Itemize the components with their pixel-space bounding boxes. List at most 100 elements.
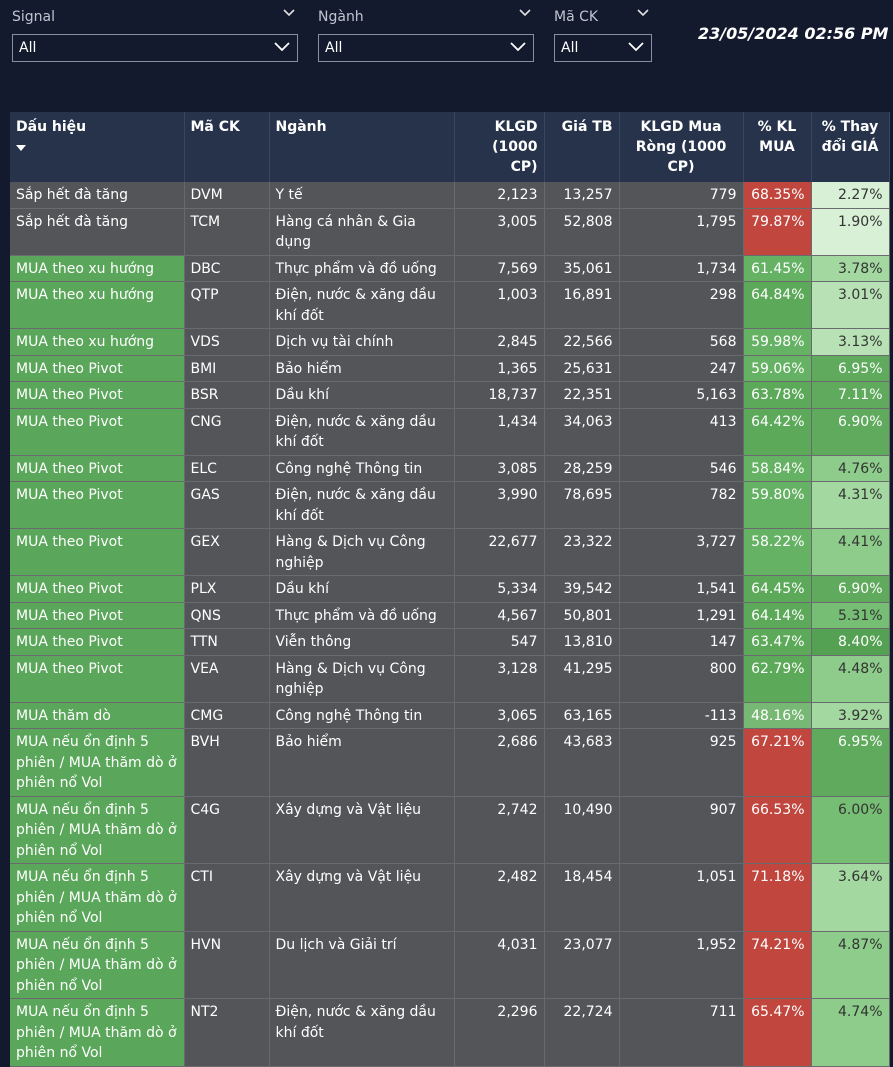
table-row[interactable]: MUA thăm dò CMG Công nghệ Thông tin 3,065 63… (10, 702, 890, 729)
cell-code: TCM (184, 208, 270, 256)
cell-volume: 3,005 (454, 208, 545, 256)
table-row[interactable]: MUA nếu ổn định 5 phiên / MUA thăm dò ở … (10, 863, 890, 932)
table-row[interactable]: MUA theo Pivot TTN Viễn thông 547 13,810 147 6… (10, 628, 890, 656)
cell-price-change: 6.95% (811, 728, 890, 797)
table-row[interactable]: MUA theo Pivot GEX Hàng & Dịch vụ Công ngh… (10, 528, 890, 576)
cell-avg-price: 78,695 (544, 481, 620, 529)
cell-sector: Du lịch và Giải trí (269, 931, 455, 999)
table-row[interactable]: MUA theo Pivot BSR Dầu khí 18,737 22,351 5,16… (10, 381, 890, 409)
cell-code: NT2 (184, 998, 270, 1067)
filter-sector: Ngành All (318, 6, 534, 62)
cell-avg-price: 23,077 (544, 931, 620, 999)
cell-code: QTP (184, 281, 270, 329)
cell-avg-price: 25,631 (544, 355, 620, 382)
cell-code: VDS (184, 328, 270, 356)
cell-price-change: 4.48% (811, 655, 890, 703)
table-row[interactable]: MUA theo Pivot GAS Điện, nước & xăng dầu k… (10, 481, 890, 529)
table-row[interactable]: MUA theo Pivot PLX Dầu khí 5,334 39,542 1,541… (10, 575, 890, 603)
signal-dropdown[interactable]: All (12, 34, 298, 62)
cell-buy-pct: 64.84% (743, 281, 812, 329)
cell-code: TTN (184, 628, 270, 656)
table-row[interactable]: MUA theo Pivot VEA Hàng & Dịch vụ Công ngh… (10, 655, 890, 703)
cell-buy-pct: 58.22% (743, 528, 812, 576)
sector-dropdown[interactable]: All (318, 34, 534, 62)
cell-signal: MUA theo Pivot (10, 655, 185, 703)
cell-sector: Hàng & Dịch vụ Công nghiệp (269, 528, 455, 576)
col-header-sector[interactable]: Ngành (269, 112, 455, 182)
table-row[interactable]: MUA theo xu hướng QTP Điện, nước & xăng dầ… (10, 281, 890, 329)
filter-sector-label-text: Ngành (318, 9, 364, 25)
col-header-code[interactable]: Mã CK (184, 112, 270, 182)
cell-code: DVM (184, 182, 270, 209)
table-header-row: Dấu hiệu Mã CK Ngành KLGD (1000 CP) Giá … (10, 112, 890, 182)
cell-volume: 18,737 (454, 381, 545, 409)
filter-signal-label-text: Signal (12, 9, 56, 25)
table-row[interactable]: MUA theo xu hướng DBC Thực phẩm và đồ uống… (10, 255, 890, 282)
cell-buy-pct: 61.45% (743, 255, 812, 282)
cell-price-change: 3.01% (811, 281, 890, 329)
cell-net-buy: 1,734 (619, 255, 744, 282)
cell-volume: 3,990 (454, 481, 545, 529)
chevron-down-icon[interactable] (282, 8, 296, 18)
table-row[interactable]: MUA theo Pivot ELC Công nghệ Thông tin 3,08… (10, 455, 890, 482)
table-row[interactable]: MUA theo Pivot BMI Bảo hiểm 1,365 25,631 247 5… (10, 355, 890, 382)
cell-avg-price: 50,801 (544, 602, 620, 629)
cell-avg-price: 22,566 (544, 328, 620, 356)
col-header-signal[interactable]: Dấu hiệu (10, 112, 185, 182)
cell-price-change: 6.90% (811, 408, 890, 456)
cell-buy-pct: 71.18% (743, 863, 812, 932)
sort-desc-icon[interactable] (16, 145, 26, 151)
cell-buy-pct: 79.87% (743, 208, 812, 256)
cell-volume: 1,434 (454, 408, 545, 456)
cell-signal: Sắp hết đà tăng (10, 208, 185, 256)
table-row[interactable]: Sắp hết đà tăng TCM Hàng cá nhân & Gia dụn… (10, 208, 890, 256)
cell-code: BMI (184, 355, 270, 382)
cell-signal: MUA theo Pivot (10, 455, 185, 482)
cell-price-change: 4.31% (811, 481, 890, 529)
cell-net-buy: 1,952 (619, 931, 744, 999)
cell-avg-price: 39,542 (544, 575, 620, 603)
cell-signal: MUA nếu ổn định 5 phiên / MUA thăm dò ở … (10, 998, 185, 1067)
col-header-volume[interactable]: KLGD (1000 CP) (454, 112, 545, 182)
filter-code-label: Mã CK (554, 6, 652, 28)
cell-price-change: 6.95% (811, 355, 890, 382)
cell-sector: Điện, nước & xăng dầu khí đốt (269, 281, 455, 329)
cell-net-buy: 568 (619, 328, 744, 356)
table-row[interactable]: MUA theo Pivot QNS Thực phẩm và đồ uống 4,5… (10, 602, 890, 629)
chevron-down-icon (510, 42, 526, 52)
col-header-avg-price[interactable]: Giá TB (544, 112, 620, 182)
table-row[interactable]: Sắp hết đà tăng DVM Y tế 2,123 13,257 779 68.3… (10, 182, 890, 209)
cell-code: BVH (184, 728, 270, 797)
chevron-down-icon[interactable] (636, 8, 650, 18)
table-row[interactable]: MUA theo Pivot CNG Điện, nước & xăng dầu k… (10, 408, 890, 456)
cell-signal: MUA theo xu hướng (10, 255, 185, 282)
chevron-down-icon[interactable] (518, 8, 532, 18)
table-row[interactable]: MUA nếu ổn định 5 phiên / MUA thăm dò ở … (10, 796, 890, 864)
cell-price-change: 6.90% (811, 575, 890, 603)
cell-net-buy: 1,051 (619, 863, 744, 932)
cell-volume: 22,677 (454, 528, 545, 576)
cell-signal: MUA nếu ổn định 5 phiên / MUA thăm dò ở … (10, 796, 185, 864)
cell-net-buy: 779 (619, 182, 744, 209)
col-header-price-change[interactable]: % Thay đổi GIÁ (811, 112, 890, 182)
cell-signal: MUA thăm dò (10, 702, 185, 729)
cell-buy-pct: 74.21% (743, 931, 812, 999)
cell-sector: Xây dựng và Vật liệu (269, 796, 455, 864)
cell-avg-price: 18,454 (544, 863, 620, 932)
cell-sector: Công nghệ Thông tin (269, 455, 455, 482)
cell-buy-pct: 68.35% (743, 182, 812, 209)
table-row[interactable]: MUA theo xu hướng VDS Dịch vụ tài chính 2,8… (10, 328, 890, 356)
chevron-down-icon (274, 42, 290, 52)
table-row[interactable]: MUA nếu ổn định 5 phiên / MUA thăm dò ở … (10, 931, 890, 999)
table-row[interactable]: MUA nếu ổn định 5 phiên / MUA thăm dò ở … (10, 728, 890, 797)
col-header-net-buy[interactable]: KLGD Mua Ròng (1000 CP) (619, 112, 744, 182)
cell-avg-price: 63,165 (544, 702, 620, 729)
col-header-buy-pct[interactable]: % KL MUA (743, 112, 812, 182)
cell-net-buy: 782 (619, 481, 744, 529)
cell-code: CMG (184, 702, 270, 729)
code-dropdown[interactable]: All (554, 34, 652, 62)
cell-buy-pct: 64.45% (743, 575, 812, 603)
cell-signal: Sắp hết đà tăng (10, 182, 185, 209)
cell-sector: Thực phẩm và đồ uống (269, 255, 455, 282)
table-row[interactable]: MUA nếu ổn định 5 phiên / MUA thăm dò ở … (10, 998, 890, 1067)
